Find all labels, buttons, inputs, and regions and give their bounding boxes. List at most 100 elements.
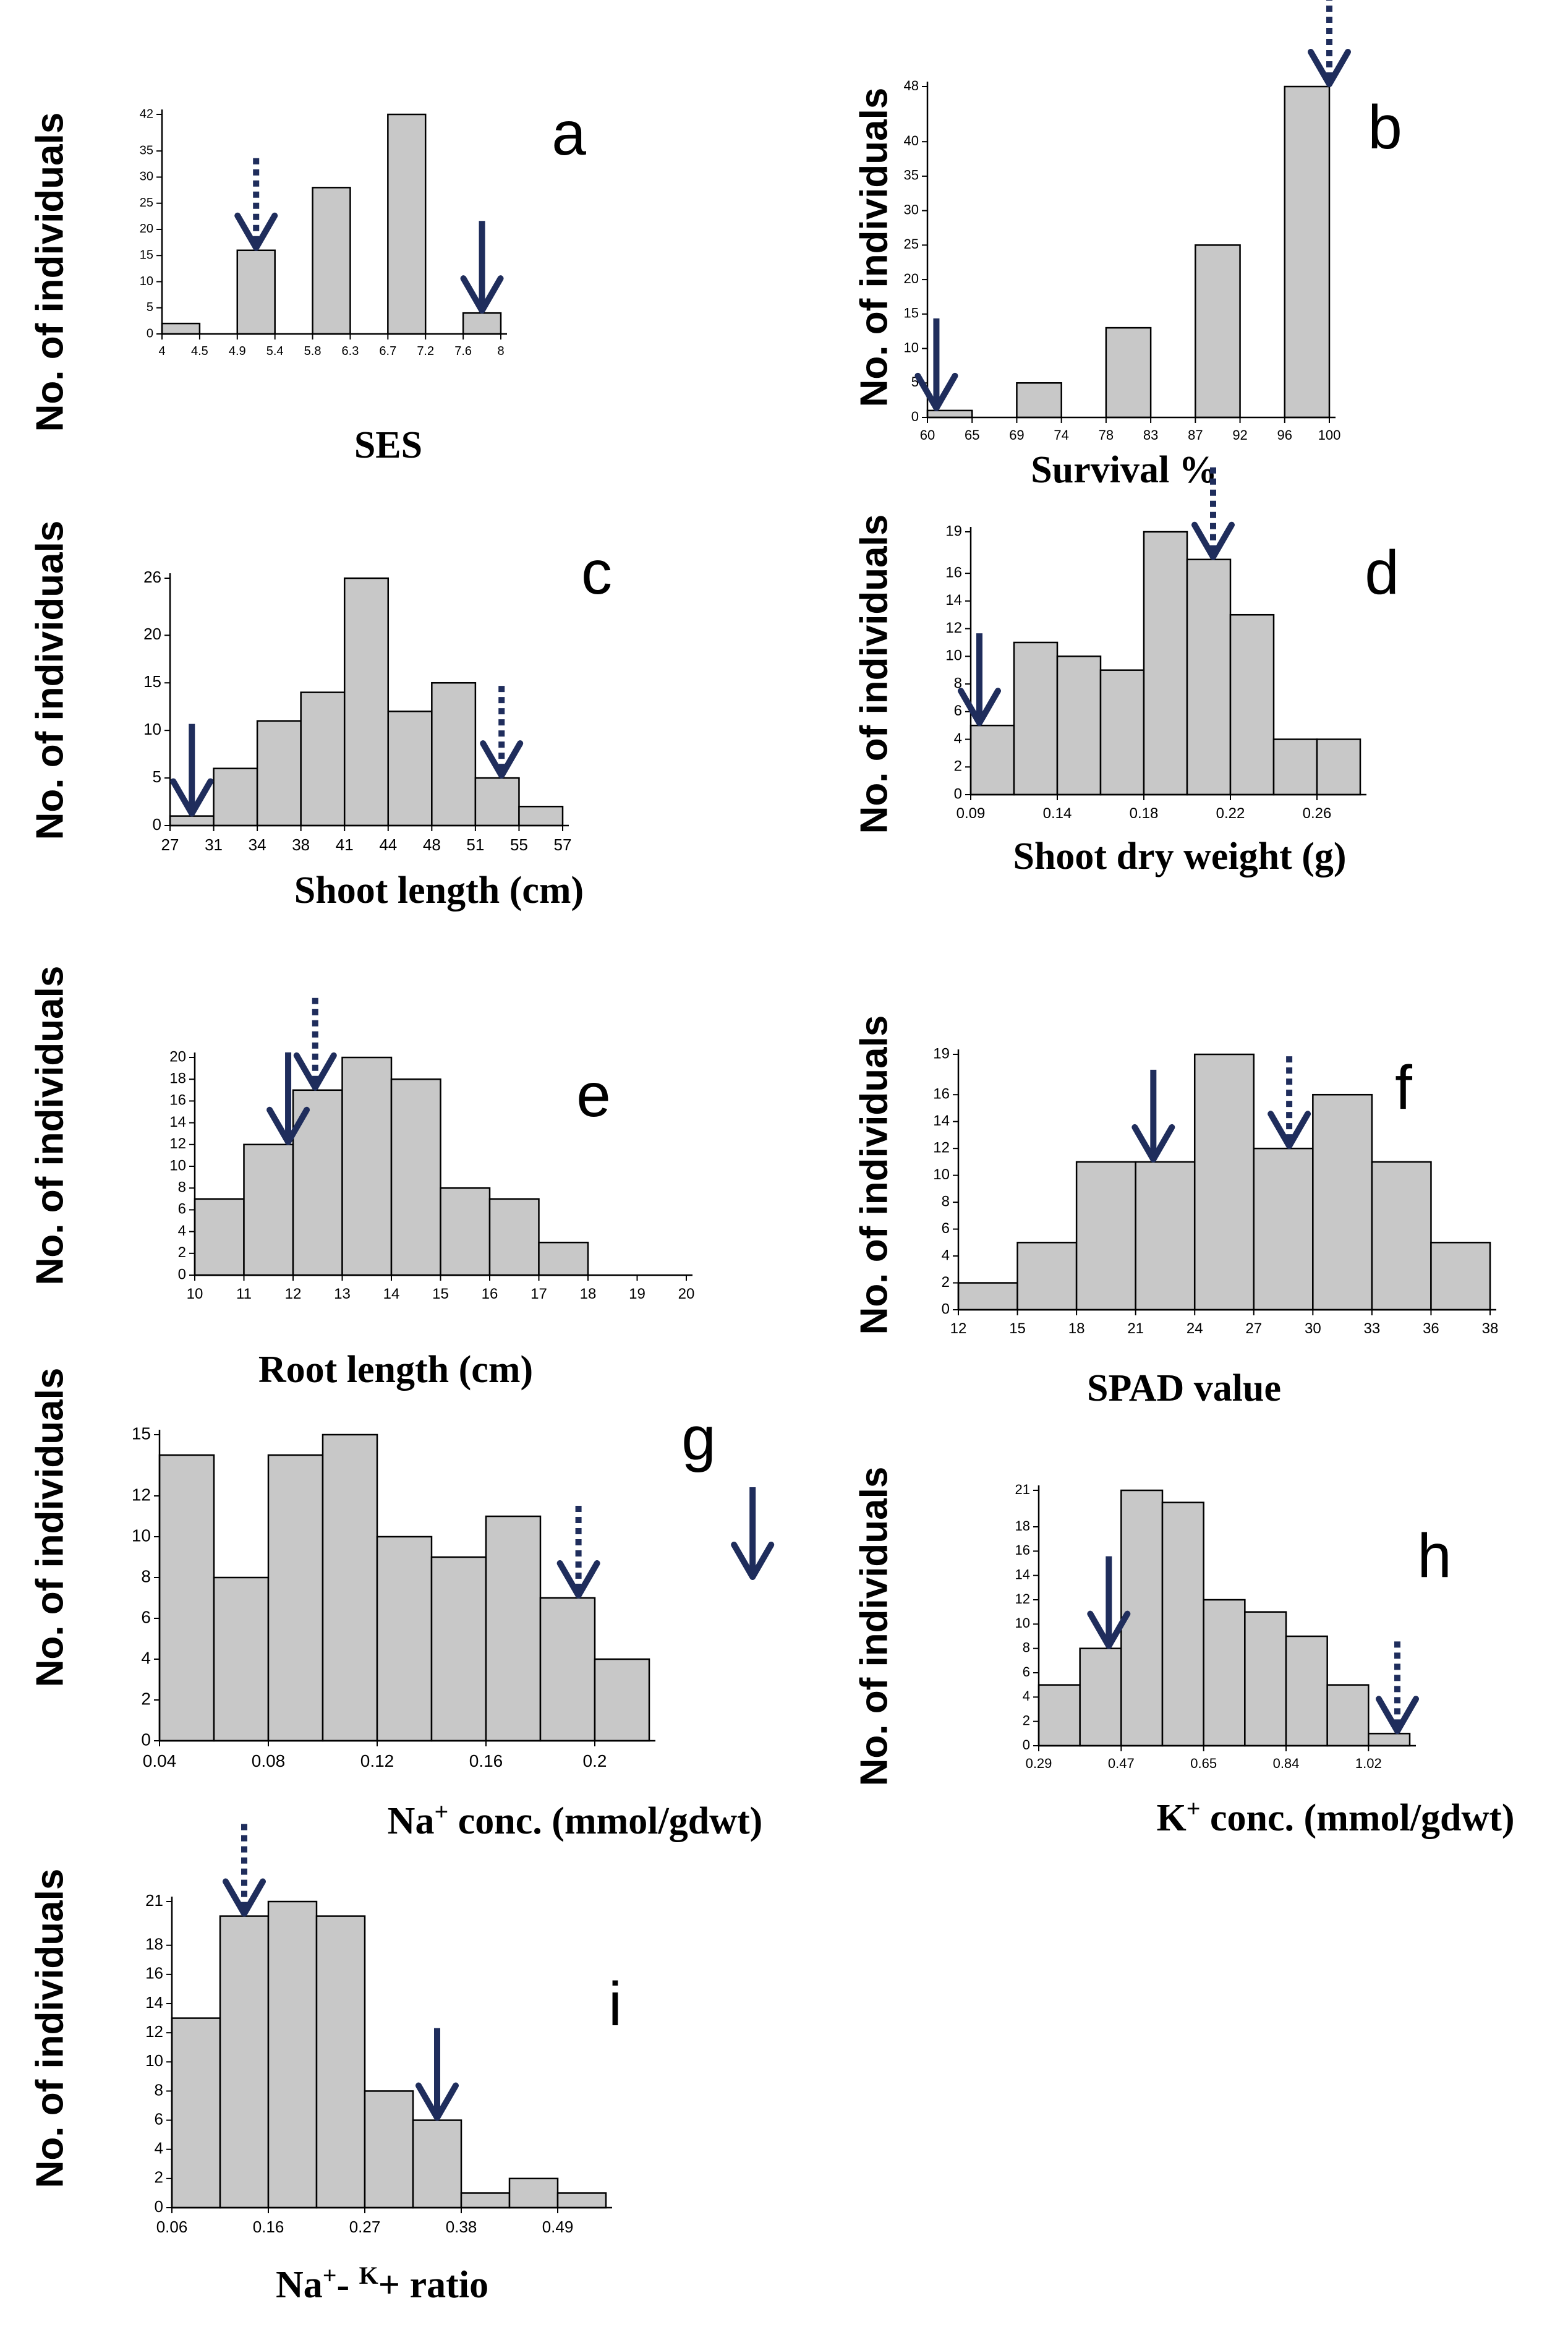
arrow-solid-e [266, 1052, 310, 1145]
x-tick-label-f: 18 [1068, 1320, 1085, 1337]
bar-g-6 [485, 1515, 542, 1742]
bar-e-1 [243, 1143, 294, 1276]
x-tick-label-a: 4.9 [229, 344, 246, 358]
x-tick-label-b: 78 [1099, 427, 1114, 443]
y-tick-label-g: 0 [141, 1730, 151, 1749]
y-tick-label-f: 0 [942, 1300, 950, 1317]
y-tick-label-i: 2 [155, 2168, 163, 2187]
y-tick-label-a: 30 [140, 170, 153, 184]
bar-c-5 [387, 711, 433, 827]
y-tick-label-g: 15 [132, 1424, 151, 1443]
y-axis-label-i: No. of individuals [28, 1869, 71, 2188]
x-tick-label-b: 60 [920, 427, 935, 443]
arrow-solid-c [170, 724, 214, 817]
bar-i-2 [267, 1900, 318, 2209]
x-tick-label-b: 69 [1009, 427, 1024, 443]
x-axis-label-f: SPAD value [1087, 1367, 1281, 1409]
y-tick-label-e: 18 [169, 1070, 186, 1087]
y-tick-label-h: 18 [1015, 1518, 1030, 1534]
y-tick-label-g: 6 [141, 1607, 151, 1626]
bar-c-7 [474, 777, 520, 827]
x-tick-label-i: 0.38 [446, 2218, 477, 2236]
x-tick-label-f: 12 [950, 1320, 967, 1337]
arrow-solid-g [731, 1487, 775, 1580]
panel-letter-g: g [681, 1404, 716, 1473]
y-tick-label-d: 6 [954, 702, 962, 719]
y-tick-label-a: 0 [147, 327, 153, 340]
y-tick-label-d: 12 [945, 620, 962, 636]
panel-letter-i: i [608, 1970, 622, 2039]
bar-g-0 [158, 1454, 215, 1742]
y-tick-label-c: 10 [143, 720, 161, 738]
panel-letter-b: b [1368, 93, 1402, 162]
y-tick-label-g: 4 [141, 1648, 151, 1667]
y-tick-label-e: 14 [169, 1114, 186, 1130]
x-axis-label-c: Shoot length (cm) [294, 869, 584, 912]
x-tick-label-a: 5.4 [266, 344, 284, 358]
x-tick-label-d: 0.18 [1130, 805, 1159, 822]
y-tick-label-g: 8 [141, 1566, 151, 1586]
y-tick-label-b: 10 [904, 339, 919, 355]
y-axis-label-e: No. of individuals [28, 966, 71, 1286]
x-tick-label-g: 0.08 [252, 1751, 286, 1770]
bar-c-3 [300, 691, 346, 827]
bar-h-8 [1368, 1733, 1411, 1747]
y-tick-label-b: 25 [904, 236, 919, 252]
bar-f-8 [1430, 1242, 1491, 1311]
arrow-dashed-h [1376, 1641, 1419, 1735]
y-tick-label-d: 2 [954, 758, 962, 775]
bar-a-3 [387, 113, 427, 335]
bar-a-1 [236, 249, 276, 335]
x-tick-label-f: 24 [1187, 1320, 1203, 1337]
bar-d-0 [969, 724, 1015, 796]
bar-h-7 [1326, 1684, 1370, 1747]
x-tick-label-e: 19 [629, 1286, 646, 1302]
arrow-solid-b [914, 318, 958, 411]
bar-h-4 [1203, 1599, 1246, 1747]
bar-h-3 [1161, 1501, 1204, 1747]
bar-i-4 [364, 2090, 414, 2209]
arrow-solid-d [958, 633, 1001, 727]
y-axis-label-h: No. of individuals [853, 1467, 895, 1787]
y-tick-label-f: 10 [933, 1166, 950, 1183]
y-tick-label-e: 6 [178, 1201, 186, 1218]
y-tick-label-i: 16 [145, 1964, 163, 1983]
bar-f-7 [1371, 1161, 1432, 1311]
x-tick-label-d: 0.14 [1043, 805, 1072, 822]
bar-g-2 [267, 1454, 324, 1742]
y-tick-label-i: 21 [145, 1891, 163, 1910]
x-tick-label-e: 16 [482, 1286, 498, 1302]
bar-e-0 [194, 1198, 245, 1276]
bar-c-1 [213, 767, 258, 827]
bar-f-0 [957, 1282, 1018, 1311]
x-tick-label-c: 44 [379, 835, 397, 854]
bar-e-5 [440, 1187, 491, 1276]
x-tick-label-c: 41 [336, 835, 354, 854]
bar-e-7 [538, 1241, 589, 1276]
x-tick-label-c: 27 [161, 835, 179, 854]
y-tick-label-i: 12 [145, 2022, 163, 2041]
x-tick-label-a: 4 [158, 344, 165, 358]
x-tick-label-d: 0.26 [1303, 805, 1332, 822]
x-tick-label-a: 6.7 [379, 344, 396, 358]
arrow-dashed-e [293, 997, 337, 1091]
bar-c-8 [518, 805, 564, 827]
y-tick-label-a: 35 [140, 143, 153, 157]
arrow-dashed-f [1268, 1056, 1311, 1150]
bar-b-4 [1284, 85, 1331, 419]
y-tick-label-b: 0 [911, 409, 919, 424]
panel-letter-a: a [552, 99, 586, 168]
arrow-solid-a [460, 221, 504, 314]
x-tick-label-h: 1.02 [1355, 1756, 1382, 1771]
arrow-dashed-i [223, 1824, 266, 1917]
y-tick-label-g: 10 [132, 1526, 151, 1545]
chart-panel-i: 0 2 4 6 8 10 12 14 16 18 21 0.06 0.16 0.27 0.38 0.49 i [145, 1891, 622, 2236]
y-axis-label-b: No. of individuals [853, 88, 895, 408]
y-tick-label-f: 6 [942, 1220, 950, 1237]
x-tick-label-d: 0.22 [1216, 805, 1245, 822]
x-tick-label-f: 27 [1245, 1320, 1262, 1337]
x-tick-label-i: 0.06 [156, 2218, 188, 2236]
x-tick-label-h: 0.47 [1108, 1756, 1135, 1771]
x-tick-label-c: 31 [205, 835, 223, 854]
